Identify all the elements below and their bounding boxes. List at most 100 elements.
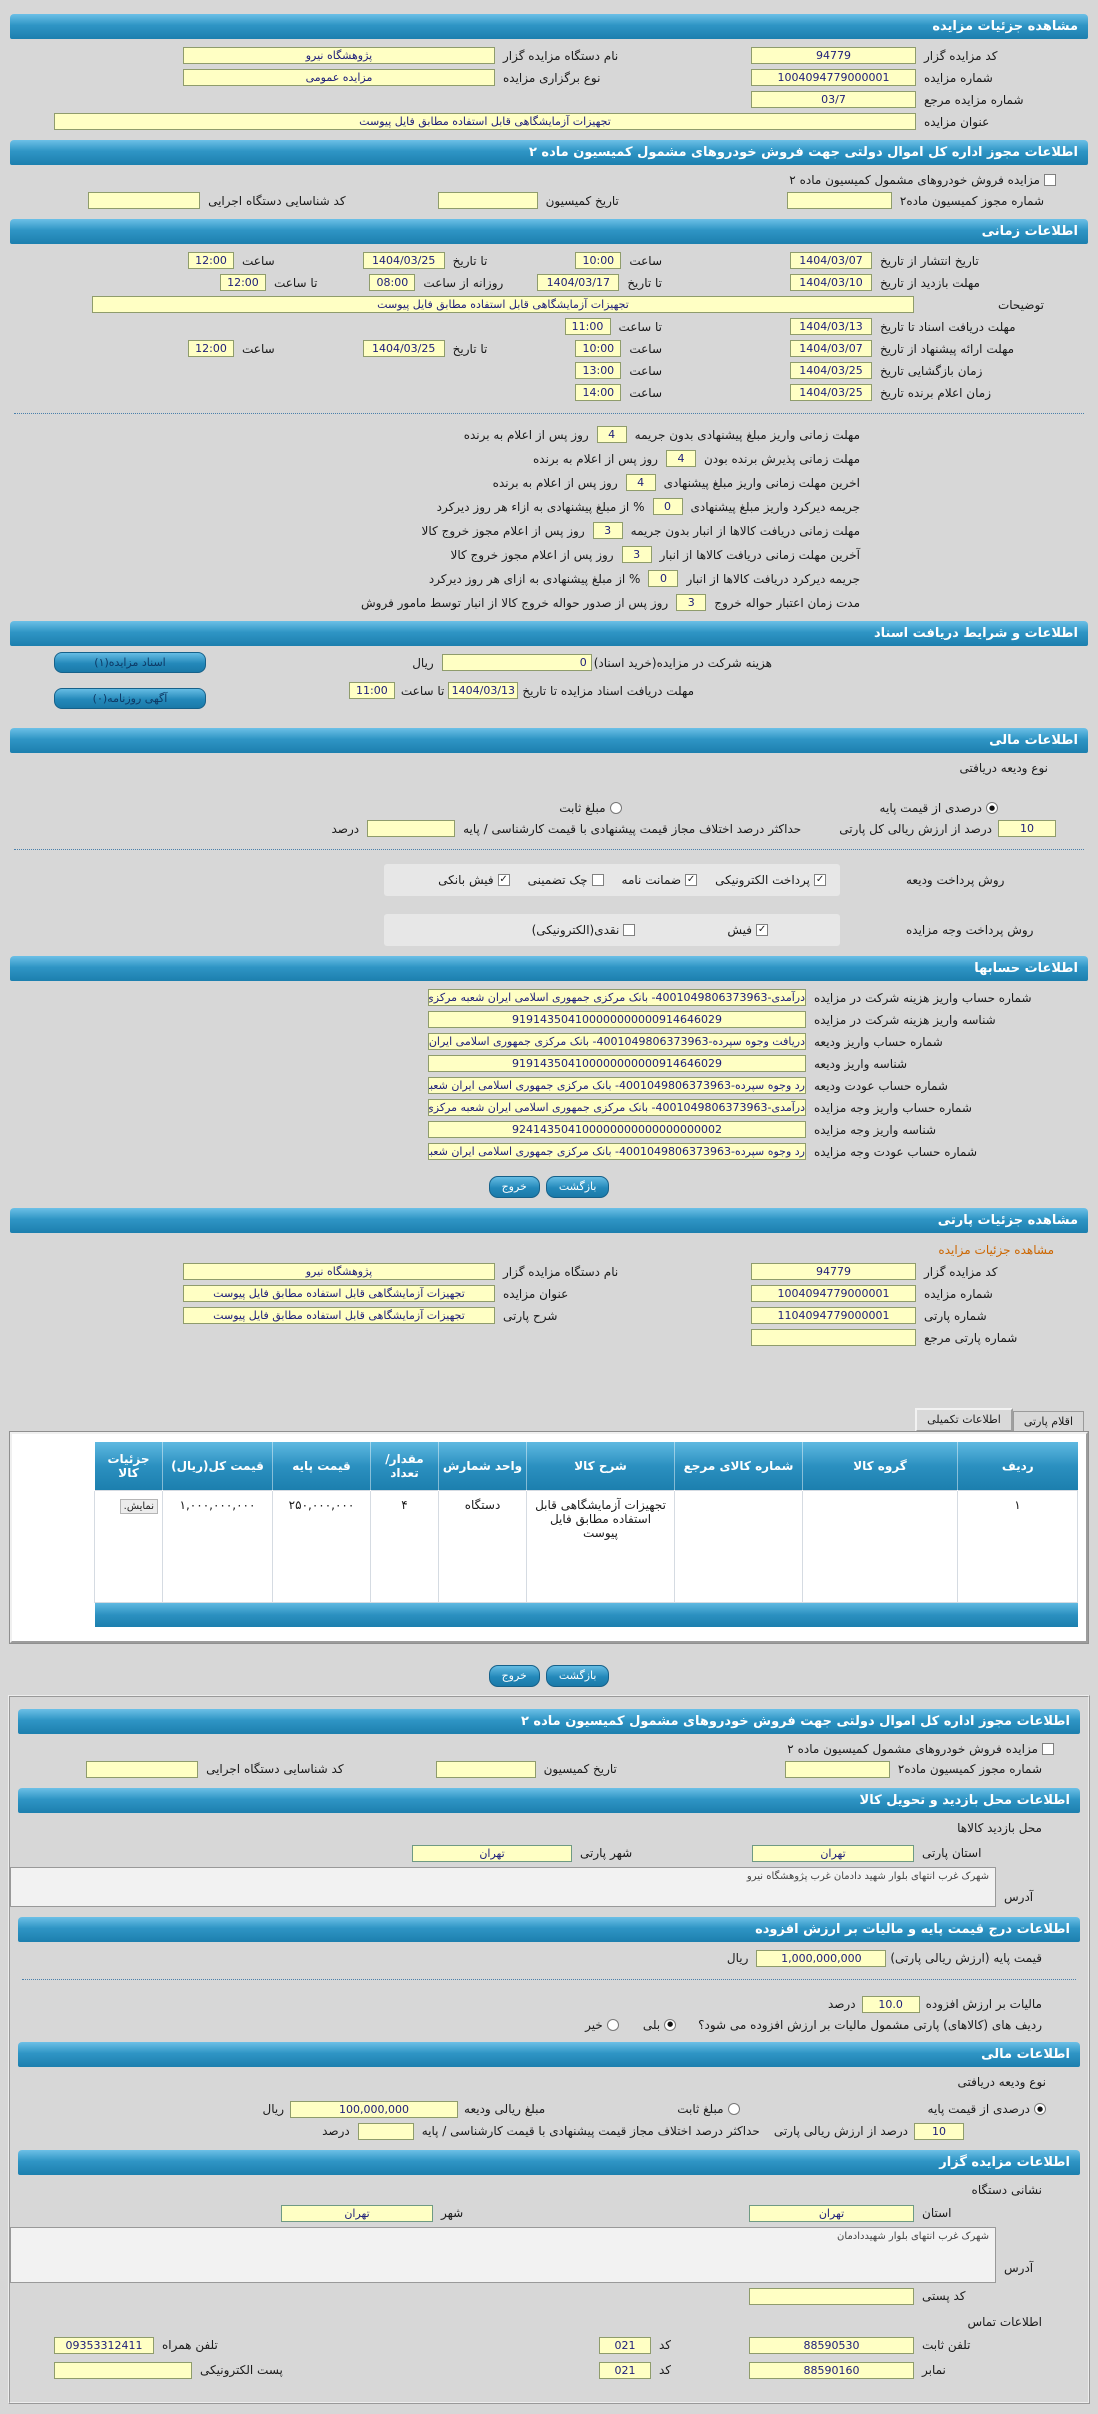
auction-number-field[interactable]: 1004094779000001: [751, 69, 916, 86]
method-cheque[interactable]: چک تضمینی: [528, 873, 604, 887]
fax-code-field[interactable]: 021: [599, 2361, 651, 2379]
offer-to-time-field[interactable]: 12:00: [188, 340, 234, 357]
org-city-field[interactable]: تهران: [281, 2204, 433, 2222]
visit-start-time-field[interactable]: 08:00: [369, 274, 416, 291]
party-desc-field[interactable]: تجهیزات آزمایشگاهی قابل استفاده مطابق فا…: [183, 1307, 495, 1324]
penalty-field[interactable]: 3: [621, 546, 652, 563]
max-diff-field[interactable]: [357, 2122, 414, 2140]
party-ref-field[interactable]: [751, 1329, 916, 1346]
auction-details-link[interactable]: مشاهده جزئیات مزایده: [938, 1243, 1054, 1257]
show-item-details-link[interactable]: نمایش.: [119, 1498, 158, 1514]
cash-electronic-checkbox[interactable]: [623, 924, 636, 936]
percent-of-base-radio[interactable]: ●: [1034, 2103, 1046, 2115]
penalty-field[interactable]: 4: [665, 450, 696, 467]
offer-to-date-field[interactable]: 1404/03/25: [362, 340, 445, 357]
account-field[interactable]: درآمدی-4001049806373963- بانک مرکزی جمهو…: [428, 1099, 806, 1116]
fixed-amount-radio[interactable]: [609, 802, 622, 814]
account-field[interactable]: 919143504100000000000914646029: [428, 1011, 806, 1028]
vat-no-radio[interactable]: [606, 2018, 619, 2031]
penalty-field[interactable]: 0: [652, 498, 683, 515]
percent-of-base-radio[interactable]: ●: [986, 802, 998, 814]
guarantee-checkbox[interactable]: ✓: [685, 874, 698, 886]
docs-fee-field[interactable]: 0: [441, 654, 592, 671]
party-province-field[interactable]: تهران: [752, 1844, 914, 1862]
auction-title-field[interactable]: تجهیزات آزمایشگاهی قابل استفاده مطابق فا…: [54, 113, 916, 130]
docs-receive-time-field[interactable]: 11:00: [564, 318, 611, 335]
deposit-percent-field[interactable]: 10: [998, 820, 1056, 837]
account-field[interactable]: دریافت وجوه سپرده-4001049806373963- بانک…: [428, 1033, 806, 1050]
commission-date-field[interactable]: [435, 1760, 536, 1778]
penalty-field[interactable]: 3: [592, 522, 623, 539]
party-city-field[interactable]: تهران: [412, 1844, 572, 1862]
phone-field[interactable]: 88590530: [749, 2336, 914, 2354]
permit-no-field[interactable]: [784, 1760, 890, 1778]
opening-date-field[interactable]: 1404/03/25: [790, 362, 872, 379]
penalty-field[interactable]: 4: [625, 474, 656, 491]
phone-code-field[interactable]: 021: [599, 2336, 651, 2354]
bidder-code-field[interactable]: 94779: [751, 47, 916, 64]
commission-date-field[interactable]: [437, 192, 538, 209]
publish-to-date-field[interactable]: 1404/03/25: [362, 252, 445, 269]
method-bankslip[interactable]: ✓ فیش بانکی: [438, 873, 510, 887]
party-auction-title-field[interactable]: تجهیزات آزمایشگاهی قابل استفاده مطابق فا…: [183, 1285, 495, 1302]
account-field[interactable]: درآمدی-4001049806373963- بانک مرکزی جمهو…: [428, 989, 806, 1006]
tab-extra-info[interactable]: اطلاعات تکمیلی: [915, 1408, 1013, 1432]
permit-no-field[interactable]: [786, 192, 892, 209]
article2-checkbox[interactable]: [1042, 1742, 1054, 1755]
exit-button[interactable]: خروج: [488, 1176, 540, 1198]
auction-ref-field[interactable]: 03/7: [751, 91, 916, 108]
vat-yes-radio[interactable]: ●: [664, 2018, 677, 2031]
publish-from-time-field[interactable]: 10:00: [575, 252, 622, 269]
account-field[interactable]: 919143504100000000000914646029: [428, 1055, 806, 1072]
docs-deadline-time-field[interactable]: 11:00: [348, 682, 395, 699]
method-epay[interactable]: ✓ پرداخت الکترونیکی: [715, 873, 826, 887]
postal-code-field[interactable]: [749, 2287, 914, 2305]
fax-field[interactable]: 88590160: [749, 2361, 914, 2379]
docs-receive-date-field[interactable]: 1404/03/13: [790, 318, 872, 335]
org-province-field[interactable]: تهران: [749, 2204, 914, 2222]
epay-checkbox[interactable]: ✓: [814, 874, 826, 886]
vat-field[interactable]: 10.0: [861, 1995, 920, 2013]
mobile-field[interactable]: 09353312411: [54, 2336, 154, 2354]
visit-end-time-field[interactable]: 12:00: [219, 274, 266, 291]
base-price-field[interactable]: 1,000,000,000: [756, 1949, 887, 1967]
max-diff-field[interactable]: [367, 820, 456, 837]
back-button[interactable]: بازگشت: [545, 1176, 610, 1198]
cheque-checkbox[interactable]: [591, 874, 604, 886]
docs-deadline-date-field[interactable]: 1404/03/13: [448, 682, 519, 699]
bankslip-checkbox[interactable]: ✓: [497, 874, 510, 886]
offer-from-time-field[interactable]: 10:00: [575, 340, 622, 357]
deposit-amount-field[interactable]: 100,000,000: [290, 2100, 459, 2118]
penalty-field[interactable]: 4: [596, 426, 627, 443]
visit-to-date-field[interactable]: 1404/03/17: [537, 274, 620, 291]
publish-from-date-field[interactable]: 1404/03/07: [790, 252, 872, 269]
party-bidder-code-field[interactable]: 94779: [751, 1263, 916, 1280]
tab-party-items[interactable]: اقلام پارتی: [1012, 1411, 1084, 1432]
opening-time-field[interactable]: 13:00: [575, 362, 622, 379]
penalty-field[interactable]: 3: [676, 594, 707, 611]
agency-code-field[interactable]: [88, 192, 201, 209]
newspaper-ad-button[interactable]: آگهی روزنامه(۰): [54, 688, 206, 709]
party-auction-number-field[interactable]: 1004094779000001: [751, 1285, 916, 1302]
deposit-percent-field[interactable]: 10: [914, 2122, 964, 2140]
publish-to-time-field[interactable]: 12:00: [188, 252, 234, 269]
back-button[interactable]: بازگشت: [545, 1664, 610, 1687]
article2-checkbox[interactable]: [1044, 174, 1056, 186]
offer-from-date-field[interactable]: 1404/03/07: [790, 340, 872, 357]
visit-address-field[interactable]: شهرک غرب انتهای بلوار شهید دادمان غرب پژ…: [10, 1866, 996, 1907]
auction-docs-button[interactable]: اسناد مزایده(۱): [54, 652, 206, 673]
winner-date-field[interactable]: 1404/03/25: [790, 384, 872, 401]
fixed-amount-radio[interactable]: [727, 2103, 740, 2115]
auction-type-field[interactable]: مزایده عمومی: [183, 69, 495, 86]
org-name-field[interactable]: پژوهشگاه نیرو: [183, 47, 495, 64]
penalty-field[interactable]: 0: [648, 570, 679, 587]
org-address-field[interactable]: شهرک غرب انتهای بلوار شهیددادمان: [10, 2226, 996, 2283]
party-number-field[interactable]: 1104094779000001: [751, 1307, 916, 1324]
account-field[interactable]: رد وجوه سپرده-4001049806373963- بانک مرک…: [428, 1077, 806, 1094]
account-field[interactable]: 924143504100000000000000000002: [428, 1121, 806, 1138]
pay-cash-electronic[interactable]: نقدی(الکترونیکی): [532, 923, 636, 937]
notes-field[interactable]: تجهیزات آزمایشگاهی قابل استفاده مطابق فا…: [92, 296, 914, 313]
method-guarantee[interactable]: ✓ ضمانت نامه: [622, 873, 698, 887]
exit-button[interactable]: خروج: [488, 1664, 540, 1687]
party-org-field[interactable]: پژوهشگاه نیرو: [183, 1263, 495, 1280]
